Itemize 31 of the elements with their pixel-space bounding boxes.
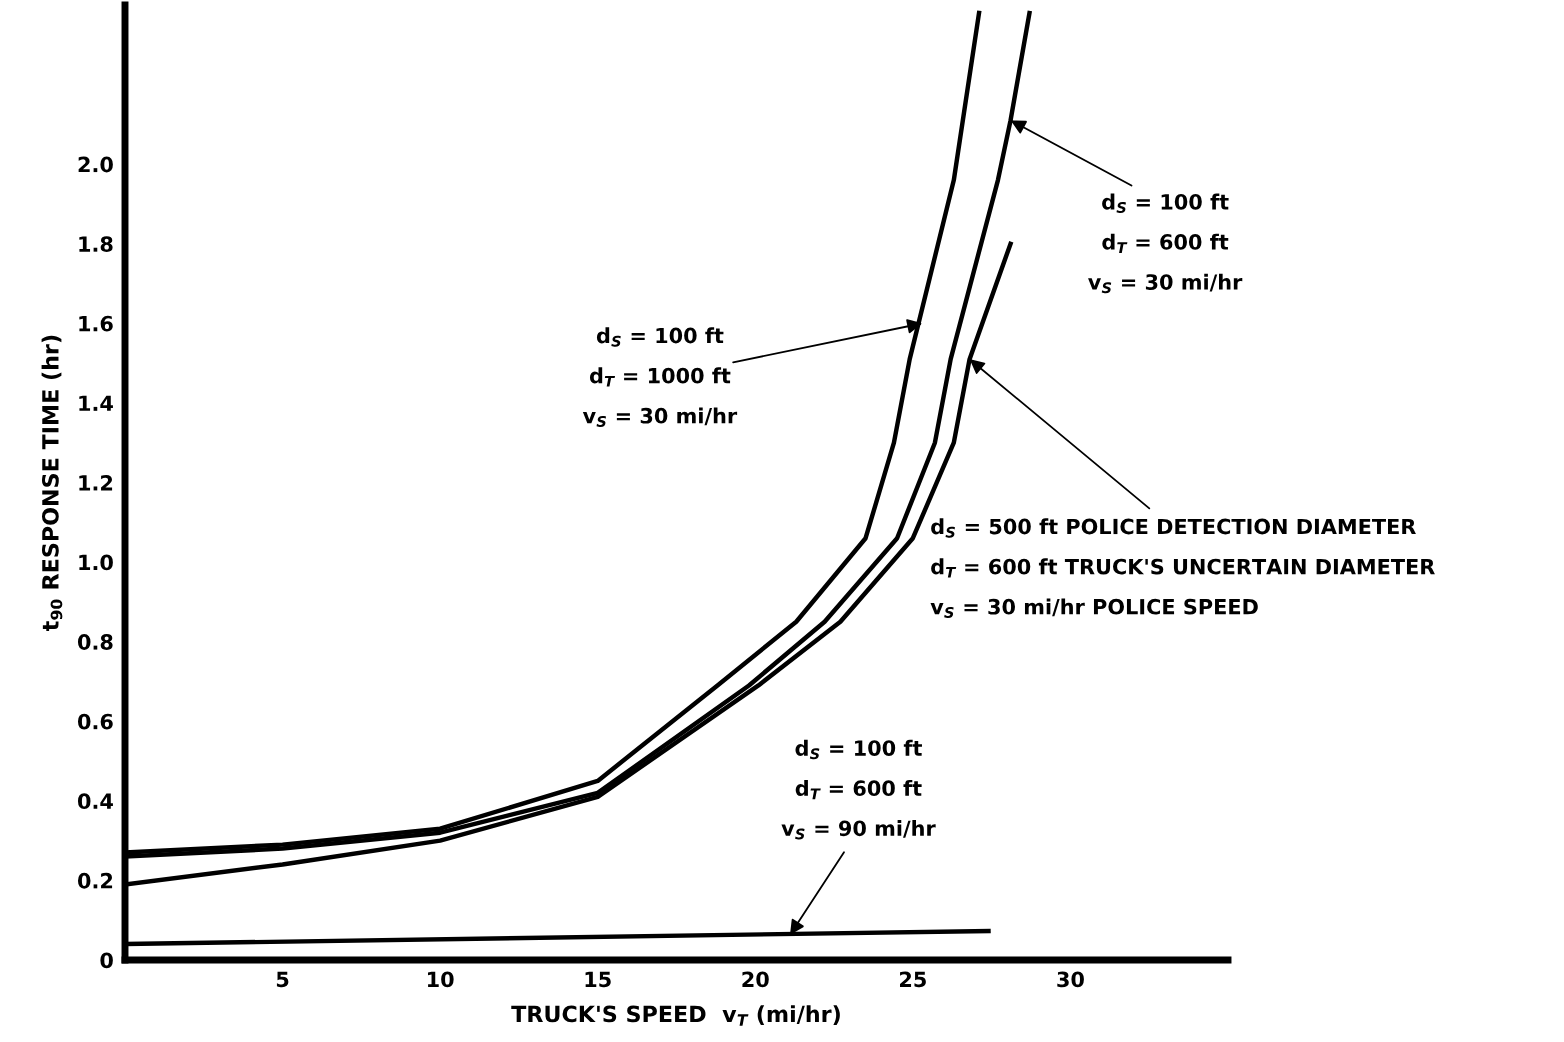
y-tick-label: 0: [100, 952, 113, 969]
y-tick-label: 0.6: [77, 713, 113, 730]
annotation: v$_{S}$ = 30 mi/hr: [1088, 273, 1243, 294]
x-tick-label: 10: [428, 971, 454, 988]
x-axis-title: TRUCK'S SPEED v$_{T}$ (mi/hr): [511, 1005, 840, 1026]
x-tick-label: 20: [742, 971, 769, 988]
x-tick-label: 15: [585, 971, 611, 988]
annotation: d$_{T}$ = 600 ft TRUCK'S UNCERTAIN DIAMETER: [931, 558, 1435, 578]
annotation: d$_{S}$ = 500 ft POLICE DETECTION DIAMETER: [931, 518, 1416, 538]
annotation: v$_{S}$ = 90 mi/hr: [781, 820, 936, 840]
annotation: d$_{T}$ = 600 ft: [1102, 233, 1229, 253]
annotation: v$_{S}$ = 30 mi/hr POLICE SPEED: [930, 598, 1258, 618]
annotation: d$_{T}$ = 600 ft: [795, 779, 922, 800]
y-tick-label: 1.0: [79, 554, 113, 571]
annotation: d$_{S}$ = 100 ft: [596, 327, 724, 347]
x-tick-label: 25: [900, 971, 926, 988]
y-axis-title: t$_{90}$ RESPONSE TIME (hr): [41, 335, 63, 631]
y-tick-label: 1.4: [79, 395, 113, 411]
x-tick-label: 5: [276, 971, 289, 988]
y-tick-label: 1.2: [79, 474, 113, 491]
y-tick-label: 0.8: [77, 634, 113, 650]
y-tick-label: 0.4: [77, 793, 113, 810]
x-tick-label: 30: [1057, 971, 1084, 988]
annotation: v$_{S}$ = 30 mi/hr: [582, 407, 738, 427]
y-tick-label: 2.0: [78, 156, 113, 173]
annotation: d$_{S}$ = 100 ft: [795, 739, 922, 760]
y-tick-label: 1.8: [79, 236, 113, 252]
annotation: d$_{S}$ = 100 ft: [1102, 193, 1229, 214]
y-tick-label: 1.6: [79, 315, 113, 332]
y-tick-label: 0.2: [77, 872, 113, 889]
annotation: d$_{T}$ = 1000 ft: [589, 367, 731, 387]
